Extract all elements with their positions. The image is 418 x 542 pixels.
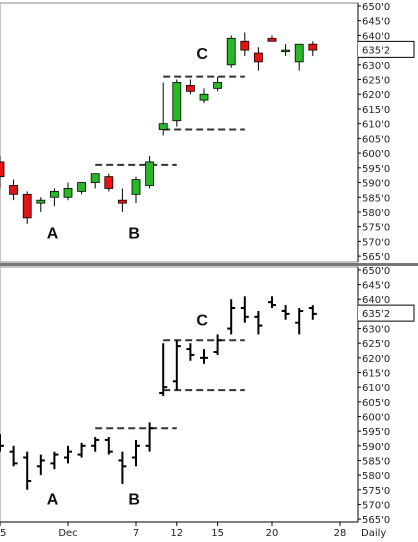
candle-body xyxy=(90,173,100,183)
candle-body xyxy=(104,176,114,189)
candle-body xyxy=(50,190,59,198)
y-tick-label: 575'0 xyxy=(362,486,390,497)
candle-body xyxy=(281,49,291,52)
pattern-label-b: B xyxy=(128,225,140,242)
y-tick-label: 650'0 xyxy=(362,2,390,13)
panel-separator xyxy=(0,263,418,266)
candle-body xyxy=(158,123,168,130)
y-tick-label: 600'0 xyxy=(362,412,390,423)
last-price-label: 635'2 xyxy=(362,309,390,320)
y-tick-label: 615'0 xyxy=(362,105,390,116)
candle-body xyxy=(63,188,73,198)
candle-body xyxy=(172,82,182,122)
lower-ohlc-panel: 650'0645'0640'0635'0630'0625'0620'0615'0… xyxy=(0,266,415,526)
pattern-label-a: A xyxy=(47,225,59,242)
last-price-box xyxy=(358,40,415,58)
y-tick-label: 585'0 xyxy=(362,193,390,204)
candle-body xyxy=(22,193,32,219)
y-tick-label: 645'0 xyxy=(362,281,390,292)
candle-body xyxy=(253,52,263,63)
y-tick-label: 570'0 xyxy=(362,237,390,248)
y-tick-label: 600'0 xyxy=(362,149,390,160)
y-tick-label: 575'0 xyxy=(362,223,390,234)
y-tick-label: 595'0 xyxy=(362,164,390,175)
y-tick-label: 610'0 xyxy=(362,120,390,131)
candle-body xyxy=(267,37,277,42)
pattern-label-b: B xyxy=(128,491,140,508)
x-tick-label: 15 xyxy=(211,528,224,539)
x-tick-label: 20 xyxy=(266,528,279,539)
candle-body xyxy=(185,85,195,92)
y-tick-label: 625'0 xyxy=(362,76,390,87)
candle-body xyxy=(0,161,5,178)
y-tick-label: 630'0 xyxy=(362,325,390,336)
candle-body xyxy=(77,182,86,192)
y-tick-label: 625'0 xyxy=(362,339,390,350)
candle-body xyxy=(240,40,250,51)
candle-body xyxy=(145,161,155,186)
candle-body xyxy=(36,199,46,204)
pattern-label-a: A xyxy=(47,491,59,508)
candle-body xyxy=(308,43,318,51)
candle-body xyxy=(226,37,236,66)
candle-body xyxy=(199,93,209,101)
y-tick-label: 580'0 xyxy=(362,471,390,482)
pattern-label-c: C xyxy=(196,313,208,330)
upper-candlestick-panel: 650'0645'0640'0635'0630'0625'0620'0615'0… xyxy=(0,2,415,263)
y-tick-label: 630'0 xyxy=(362,61,390,72)
y-tick-label: 565'0 xyxy=(362,252,390,263)
y-tick-label: 640'0 xyxy=(362,31,390,42)
y-tick-label: 590'0 xyxy=(362,179,390,190)
y-tick-label: 615'0 xyxy=(362,369,390,380)
x-tick-label: 7 xyxy=(133,528,139,539)
y-tick-label: 650'0 xyxy=(362,266,390,277)
candle-body xyxy=(118,199,127,204)
candle-body xyxy=(131,179,141,195)
y-tick-label: 590'0 xyxy=(362,442,390,453)
last-price-label: 635'2 xyxy=(362,45,390,56)
pattern-label-c: C xyxy=(196,46,208,63)
x-tick-label: 28 xyxy=(334,528,347,539)
y-tick-label: 565'0 xyxy=(362,515,390,526)
y-tick-label: 595'0 xyxy=(362,427,390,438)
y-tick-label: 605'0 xyxy=(362,134,390,145)
period-label: Daily xyxy=(361,528,386,539)
y-tick-label: 645'0 xyxy=(362,17,390,28)
candle-body xyxy=(213,82,223,89)
y-tick-label: 570'0 xyxy=(362,500,390,511)
y-tick-label: 620'0 xyxy=(362,90,390,101)
x-tick-label: Dec xyxy=(58,528,77,539)
x-tick-label: 12 xyxy=(170,528,183,539)
y-tick-label: 585'0 xyxy=(362,456,390,467)
last-price-box xyxy=(358,304,415,322)
y-tick-label: 620'0 xyxy=(362,354,390,365)
candle-body xyxy=(294,43,304,63)
y-tick-label: 605'0 xyxy=(362,398,390,409)
y-tick-label: 580'0 xyxy=(362,208,390,219)
date-axis: 25 Dec 7 12 15 20 28 xyxy=(0,521,358,539)
y-tick-label: 640'0 xyxy=(362,295,390,306)
candle-body xyxy=(9,185,19,195)
y-tick-label: 610'0 xyxy=(362,383,390,394)
x-tick-label: 25 xyxy=(0,528,6,539)
